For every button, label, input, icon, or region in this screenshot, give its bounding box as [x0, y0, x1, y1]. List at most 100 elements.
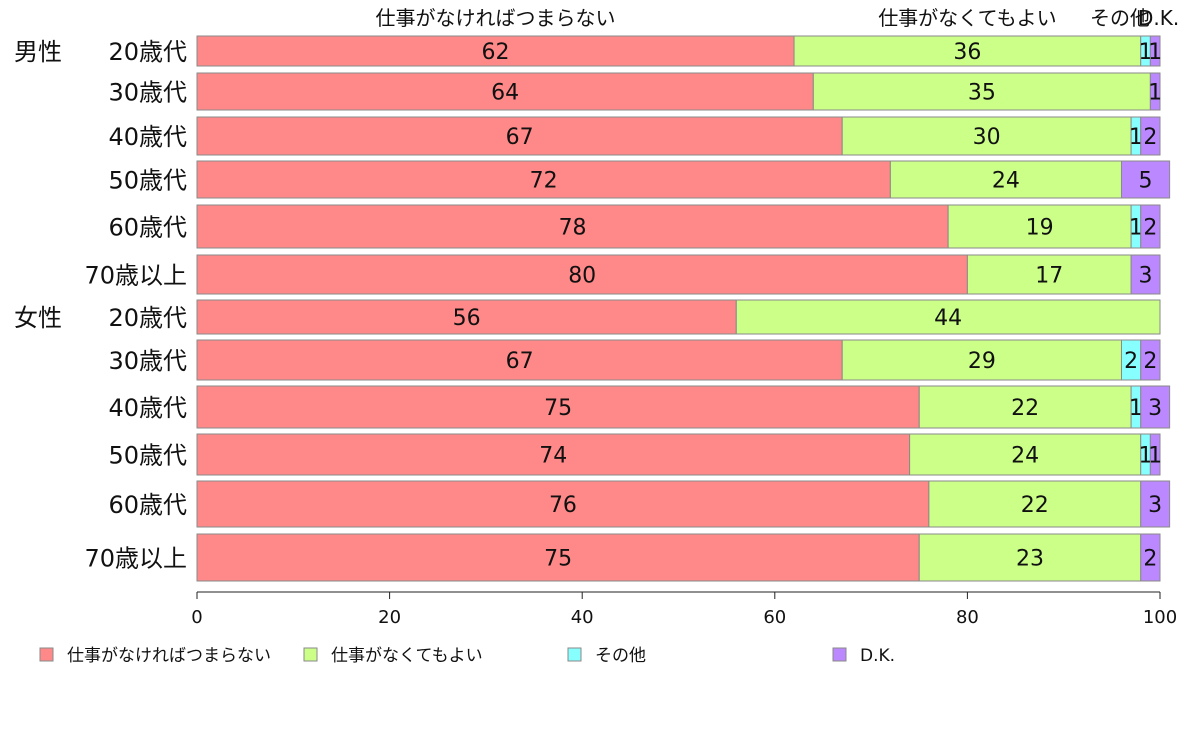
- data-label: 75: [544, 547, 572, 572]
- category-label: 60歳代: [108, 491, 187, 519]
- legend-label: 仕事がなければつまらない: [67, 646, 271, 666]
- bar-segment: [1149, 35, 1161, 67]
- data-label: 1: [1129, 396, 1143, 421]
- bar-segment: [196, 160, 891, 199]
- category-label: 50歳代: [108, 442, 187, 470]
- x-tick-label: 40: [571, 607, 594, 628]
- data-label: 17: [1035, 264, 1063, 289]
- legend-label: その他: [595, 646, 646, 666]
- data-label: 72: [530, 169, 558, 194]
- data-label: 2: [1143, 216, 1157, 241]
- legend-label: 仕事がなくてもよい: [331, 646, 483, 666]
- data-label: 62: [482, 40, 510, 65]
- data-label: 64: [491, 81, 519, 106]
- bar-segment: [966, 254, 1132, 295]
- data-label: 29: [968, 349, 996, 374]
- data-label: 1: [1148, 40, 1162, 65]
- category-label: 20歳代: [108, 38, 187, 66]
- category-label: 40歳代: [108, 394, 187, 422]
- bar-segment: [196, 204, 949, 249]
- series-top-label: その他: [1090, 6, 1150, 30]
- data-label: 2: [1143, 349, 1157, 374]
- bar-segment: [841, 339, 1122, 381]
- series-top-label: D.K.: [1138, 6, 1179, 30]
- data-label: 5: [1139, 169, 1153, 194]
- data-label: 2: [1124, 349, 1138, 374]
- legend-swatch: [567, 647, 582, 662]
- bar-segment: [196, 254, 968, 295]
- x-tick-label: 20: [378, 607, 401, 628]
- bar-segment: [196, 385, 920, 429]
- bar-segment: [1149, 433, 1161, 476]
- data-label: 24: [992, 169, 1020, 194]
- bar-segment: [918, 533, 1142, 582]
- data-label: 44: [934, 306, 962, 331]
- bar-segment: [1140, 480, 1171, 528]
- data-label: 35: [968, 81, 996, 106]
- data-label: 1: [1148, 81, 1162, 106]
- bar-segment: [1130, 254, 1161, 295]
- data-label: 3: [1148, 493, 1162, 518]
- bar-segment: [1140, 204, 1161, 249]
- bar-segment: [196, 480, 930, 528]
- category-label: 60歳代: [108, 214, 187, 242]
- data-label: 80: [568, 264, 596, 289]
- group-label: 女性: [14, 304, 62, 332]
- data-label: 67: [506, 349, 534, 374]
- bar-segment: [812, 72, 1151, 111]
- data-label: 22: [1011, 396, 1039, 421]
- x-tick-label: 0: [191, 607, 202, 628]
- data-label: 1: [1129, 125, 1143, 150]
- bar-segment: [1140, 385, 1171, 429]
- category-label: 30歳代: [108, 79, 187, 107]
- x-tick-label: 80: [956, 607, 979, 628]
- data-label: 36: [953, 40, 981, 65]
- bar-segment: [928, 480, 1142, 528]
- data-label: 75: [544, 396, 572, 421]
- series-top-label: 仕事がなければつまらない: [376, 6, 616, 30]
- category-label: 30歳代: [108, 347, 187, 375]
- bar-segment: [196, 116, 843, 156]
- bar-segment: [735, 299, 1161, 335]
- bar-segment: [1120, 160, 1171, 199]
- data-label: 3: [1148, 396, 1162, 421]
- legend-swatch: [832, 647, 847, 662]
- data-label: 78: [559, 216, 587, 241]
- data-label: 23: [1016, 547, 1044, 572]
- category-label: 40歳代: [108, 123, 187, 151]
- bar-segment: [1140, 533, 1161, 582]
- bar-segment: [1149, 72, 1161, 111]
- category-label: 50歳代: [108, 167, 187, 195]
- data-label: 1: [1139, 444, 1153, 469]
- data-label: 74: [539, 444, 567, 469]
- data-label: 3: [1139, 264, 1153, 289]
- series-top-label: 仕事がなくてもよい: [878, 6, 1056, 30]
- data-label: 76: [549, 493, 577, 518]
- bar-segment: [918, 385, 1132, 429]
- bar-segment: [196, 72, 814, 111]
- category-label: 20歳代: [108, 304, 187, 332]
- data-label: 19: [1026, 216, 1054, 241]
- data-label: 1: [1139, 40, 1153, 65]
- data-label: 30: [973, 125, 1001, 150]
- bar-segment: [196, 533, 920, 582]
- x-tick-label: 60: [763, 607, 786, 628]
- bar-segment: [793, 35, 1142, 67]
- bar-segment: [947, 204, 1132, 249]
- data-label: 1: [1129, 216, 1143, 241]
- bar-segment: [196, 35, 795, 67]
- x-tick-label: 100: [1143, 607, 1177, 628]
- category-label: 70歳以上: [84, 262, 187, 290]
- bar-segment: [1140, 116, 1161, 156]
- legend-label: D.K.: [860, 646, 895, 666]
- data-label: 1: [1148, 444, 1162, 469]
- bar-segment: [1140, 339, 1161, 381]
- bar-segment: [196, 339, 843, 381]
- data-label: 67: [506, 125, 534, 150]
- category-label: 70歳以上: [84, 545, 187, 573]
- legend-swatch: [39, 647, 54, 662]
- group-label: 男性: [14, 38, 62, 66]
- data-label: 2: [1143, 547, 1157, 572]
- data-label: 56: [453, 306, 481, 331]
